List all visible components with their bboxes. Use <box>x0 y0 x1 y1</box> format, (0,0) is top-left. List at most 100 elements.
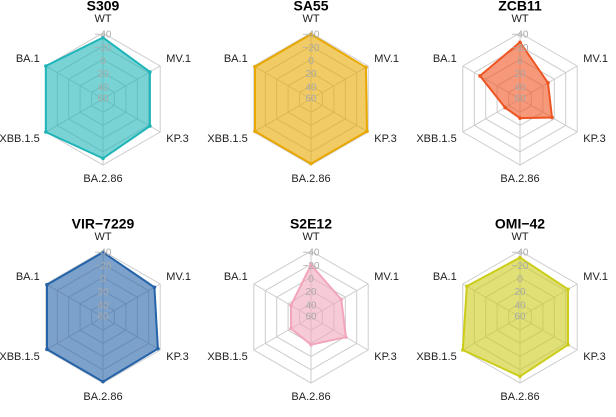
category-label: KP.3 <box>166 133 188 145</box>
category-label: KP.3 <box>166 351 188 363</box>
r-tick-label: 20 <box>97 287 109 298</box>
r-tick-label: 60 <box>514 94 526 105</box>
r-tick-label: −20 <box>512 43 529 54</box>
category-label: WT <box>511 13 528 25</box>
category-label: BA.2.86 <box>500 391 539 403</box>
radar-point <box>465 284 469 289</box>
category-label: BA.2.86 <box>83 391 122 403</box>
category-label: BA.1 <box>433 271 457 283</box>
radar-point <box>44 130 48 134</box>
category-label: XBB.1.5 <box>416 133 456 145</box>
r-tick-label: 0 <box>308 56 314 67</box>
radar-point <box>309 32 313 37</box>
grid-ring <box>462 250 578 384</box>
category-label: BA.2.86 <box>83 173 122 185</box>
category-label: MV.1 <box>166 271 191 283</box>
r-tick-label: 20 <box>97 69 109 80</box>
radar-point <box>45 282 49 287</box>
r-tick-label: 0 <box>100 274 106 285</box>
radar-point <box>289 326 293 331</box>
radar-point <box>156 346 160 351</box>
radar-point <box>309 161 313 166</box>
category-label: BA.2.86 <box>500 173 539 185</box>
category-label: XBB.1.5 <box>416 351 456 363</box>
radar-point <box>518 40 522 45</box>
r-tick-label: −20 <box>512 261 529 272</box>
category-label: WT <box>94 231 111 243</box>
radar-point <box>503 105 507 110</box>
category-label: MV.1 <box>583 53 608 65</box>
r-tick-label: −20 <box>303 43 320 54</box>
category-label: MV.1 <box>166 53 191 65</box>
r-tick-label: −20 <box>95 261 112 272</box>
radar-point <box>45 347 49 352</box>
category-label: BA.1 <box>224 271 248 283</box>
category-label: BA.2.86 <box>291 391 330 403</box>
r-tick-label: 60 <box>97 312 109 323</box>
category-label: WT <box>94 13 111 25</box>
radar-point <box>253 64 257 69</box>
radar-point <box>309 342 313 347</box>
radar-point <box>101 156 105 161</box>
grid-ring <box>462 32 578 166</box>
radar-point <box>364 65 368 70</box>
category-label: KP.3 <box>583 351 605 363</box>
r-tick-label: 20 <box>305 69 317 80</box>
radar-point <box>566 342 570 347</box>
radar-point <box>148 124 152 128</box>
category-label: BA.1 <box>224 53 248 65</box>
category-label: KP.3 <box>374 351 396 363</box>
r-tick-label: 60 <box>305 312 317 323</box>
r-tick-label: −40 <box>303 248 320 259</box>
r-tick-label: −40 <box>512 30 529 41</box>
radar-point <box>289 303 293 308</box>
category-label: XBB.1.5 <box>207 133 247 145</box>
r-tick-label: 20 <box>514 69 526 80</box>
radar-point <box>365 129 369 134</box>
r-tick-label: 40 <box>97 82 109 93</box>
radar-point <box>152 285 157 290</box>
category-label: BA.1 <box>16 53 40 65</box>
r-tick-label: 40 <box>97 300 109 311</box>
radar-point <box>148 70 152 74</box>
chart-title: VIR−7229 <box>72 216 135 232</box>
radar-point <box>344 335 348 339</box>
r-tick-label: 0 <box>100 56 106 67</box>
category-label: BA.1 <box>16 271 40 283</box>
r-tick-label: −40 <box>95 248 112 259</box>
chart-title: OMI−42 <box>495 216 545 232</box>
chart-title: SA55 <box>293 0 328 14</box>
r-tick-label: −40 <box>512 248 529 259</box>
category-label: BA.1 <box>433 53 457 65</box>
r-tick-label: −20 <box>303 261 320 272</box>
category-label: WT <box>511 231 528 243</box>
grid-ring <box>264 263 358 371</box>
category-label: XBB.1.5 <box>0 133 40 145</box>
r-tick-label: −40 <box>303 30 320 41</box>
radar-point <box>546 81 550 85</box>
category-label: KP.3 <box>374 133 396 145</box>
category-label: BA.2.86 <box>291 173 330 185</box>
radar-point <box>253 129 257 134</box>
grid-ring <box>253 250 369 384</box>
radar-point <box>461 348 465 352</box>
radar-point <box>309 263 313 267</box>
radar-point <box>339 297 344 302</box>
radar-point <box>478 74 482 78</box>
r-tick-label: 20 <box>514 287 526 298</box>
radar-point <box>44 64 48 68</box>
radar-point <box>101 250 105 255</box>
category-label: MV.1 <box>374 271 399 283</box>
r-tick-label: 60 <box>514 312 526 323</box>
category-label: MV.1 <box>374 53 399 65</box>
grid-ring <box>473 45 567 153</box>
grid-ring <box>276 276 346 358</box>
category-label: XBB.1.5 <box>0 351 40 363</box>
r-tick-label: 40 <box>514 82 526 93</box>
chart-title: S2E12 <box>290 216 332 232</box>
r-tick-label: 60 <box>97 94 109 105</box>
radar-point <box>101 35 105 40</box>
r-tick-label: 40 <box>305 300 317 311</box>
r-tick-label: 0 <box>517 56 523 67</box>
